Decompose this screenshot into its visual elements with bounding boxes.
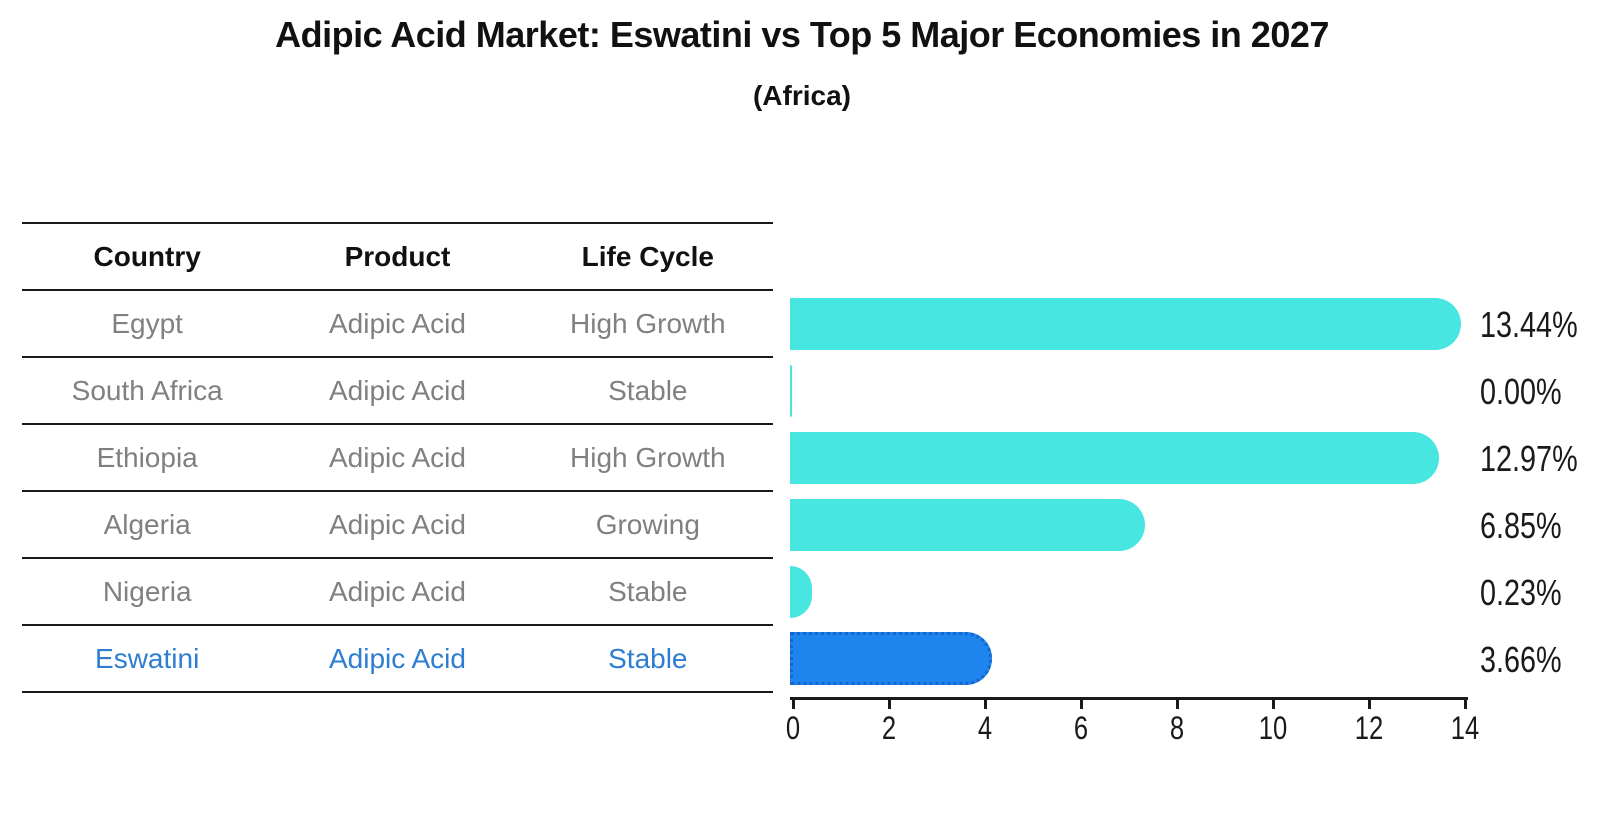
chart-row: 3.66% [790,626,1604,693]
x-tick-label: 8 [1169,710,1185,746]
table-cell-life-cycle: Stable [608,642,688,674]
x-tick [791,700,795,709]
x-tick-label: 2 [881,710,897,746]
table-cell-product: Adipic Acid [329,307,466,339]
x-tick-label: 0 [785,710,801,746]
x-tick-label: 12 [1354,710,1384,746]
x-tick [1079,700,1083,709]
chart-subtitle: (Africa) [752,80,851,111]
table-cell-product: Adipic Acid [329,642,466,674]
bar-value-label: 13.44% [1480,303,1578,345]
table-cell-product: Adipic Acid [329,441,466,473]
bar [790,499,1145,551]
chart-title: Adipic Acid Market: Eswatini vs Top 5 Ma… [275,14,1329,55]
bar-value-label: 0.00% [1480,370,1562,412]
x-tick [1271,700,1275,709]
country-table: Country Product Life Cycle Egypt Adipic Aci… [22,222,773,693]
table-cell-country: Nigeria [102,575,192,607]
bar-chart: 13.44% 0.00% 12.97% 6.85% 0.23% 3.66% [790,291,1604,693]
table-row: Egypt Adipic Acid High Growth [22,291,773,358]
table-cell-life-cycle: Stable [608,575,688,607]
table-cell-country: Egypt [111,307,183,339]
x-tick [1463,700,1467,709]
x-tick-label: 6 [1073,710,1089,746]
table-cell-product: Adipic Acid [329,508,466,540]
table-header-cell-country: Country [93,240,201,272]
x-tick [887,700,891,709]
bar-value-label: 3.66% [1480,638,1562,680]
x-tick-label: 14 [1450,710,1480,746]
table-header-cell-life-cycle: Life Cycle [581,240,714,272]
table-cell-country: Eswatini [95,642,200,674]
bar [790,365,792,417]
bar [790,298,1462,350]
table-row: Nigeria Adipic Acid Stable [22,559,773,626]
table-cell-country: Algeria [103,508,191,540]
x-tick [1175,700,1179,709]
bar-value-label: 12.97% [1480,437,1578,479]
bar-highlighted [790,632,992,685]
x-tick-label: 10 [1258,710,1288,746]
x-tick [983,700,987,709]
bar-value-label: 6.85% [1480,504,1562,546]
x-tick-label: 4 [977,710,993,746]
table-row: Ethiopia Adipic Acid High Growth [22,425,773,492]
x-axis: 0 2 4 6 8 10 12 14 [786,697,1479,767]
bar [790,566,813,618]
table-cell-country: South Africa [71,374,223,406]
table-row: South Africa Adipic Acid Stable [22,358,773,425]
chart-row: 6.85% [790,492,1604,559]
chart-row: 12.97% [790,425,1604,492]
table-row: Eswatini Adipic Acid Stable [22,626,773,693]
table-cell-life-cycle: Stable [608,374,688,406]
table-cell-product: Adipic Acid [329,575,466,607]
x-tick [1367,700,1371,709]
chart-row: 13.44% [790,291,1604,358]
table-cell-life-cycle: High Growth [570,441,726,473]
table-row: Algeria Adipic Acid Growing [22,492,773,559]
bar [790,432,1439,484]
table-cell-country: Ethiopia [96,441,198,473]
table-cell-life-cycle: High Growth [570,307,726,339]
table-header-cell-product: Product [344,240,451,272]
table-header-row: Country Product Life Cycle [22,224,773,291]
bar-value-label: 0.23% [1480,571,1562,613]
chart-row: 0.00% [790,358,1604,425]
x-axis-line [790,697,1468,700]
table-cell-life-cycle: Growing [595,508,700,540]
chart-row: 0.23% [790,559,1604,626]
table-cell-product: Adipic Acid [329,374,466,406]
